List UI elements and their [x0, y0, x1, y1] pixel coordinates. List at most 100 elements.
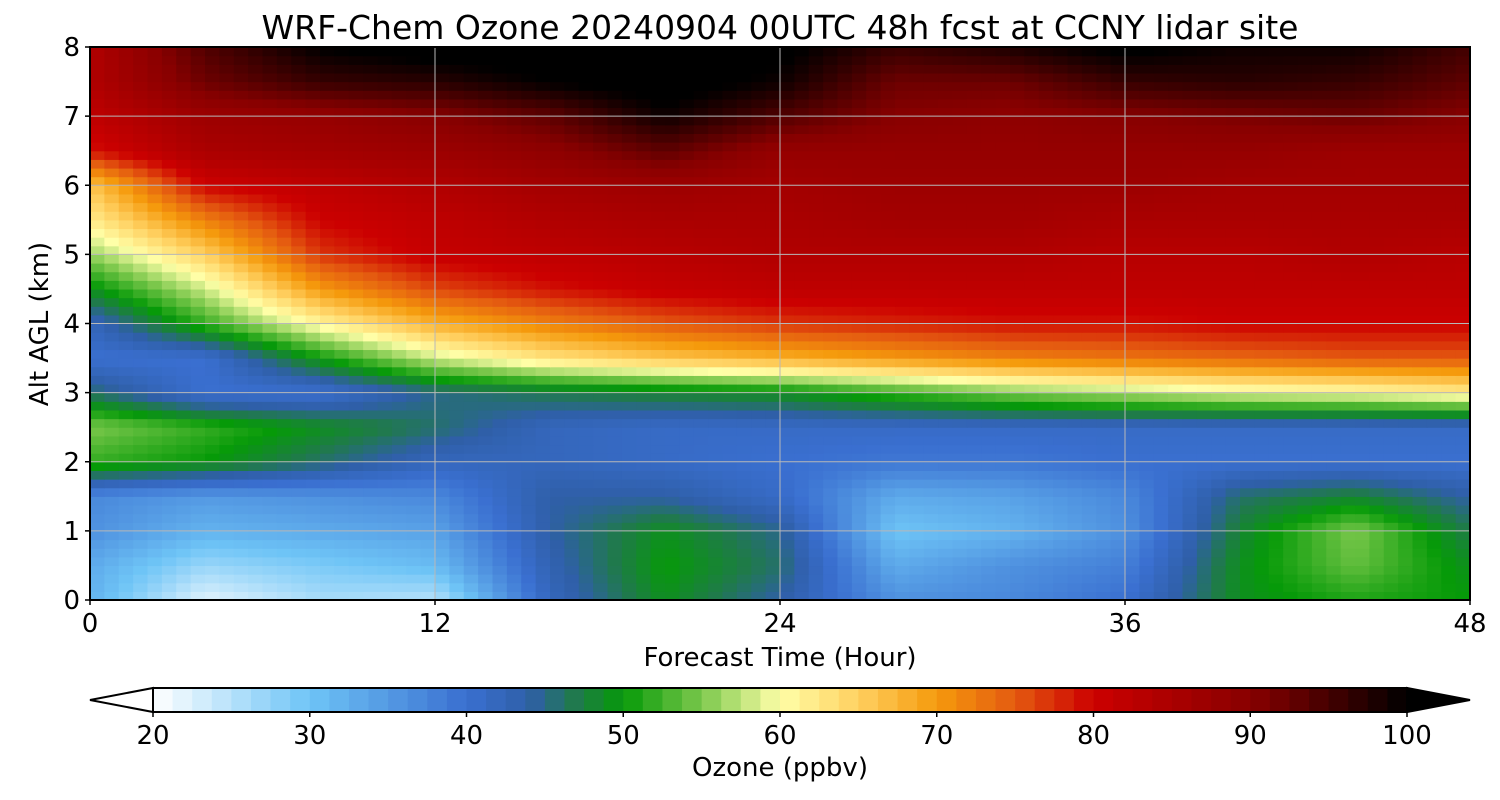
heatmap-cell [463, 159, 479, 169]
heatmap-cell [995, 409, 1011, 420]
heatmap-cell [190, 461, 206, 471]
heatmap-cell [449, 263, 465, 273]
heatmap-cell [1369, 470, 1385, 480]
heatmap-cell [1096, 211, 1112, 221]
heatmap-cell [823, 263, 839, 273]
heatmap-cell [765, 237, 781, 247]
heatmap-cell [636, 444, 652, 454]
heatmap-cell [1096, 332, 1112, 342]
heatmap-cell [1412, 280, 1428, 290]
heatmap-cell [377, 211, 393, 221]
heatmap-cell [1383, 263, 1399, 273]
heatmap-cell [305, 392, 321, 402]
heatmap-cell [291, 513, 307, 523]
heatmap-cell [665, 211, 680, 221]
heatmap-cell [1326, 574, 1342, 584]
heatmap-cell [708, 513, 724, 523]
heatmap-cell [348, 167, 364, 178]
heatmap-cell [391, 392, 407, 402]
heatmap-cell [851, 513, 867, 523]
heatmap-cell [334, 470, 350, 480]
heatmap-cell [679, 159, 695, 169]
heatmap-cell [133, 271, 149, 281]
heatmap-cell [262, 427, 278, 437]
heatmap-cell [751, 530, 767, 541]
heatmap-cell [190, 306, 206, 316]
heatmap-cell [1168, 159, 1184, 169]
heatmap-cell [1254, 435, 1270, 446]
heatmap-cell [233, 427, 249, 437]
heatmap-cell [995, 444, 1011, 454]
heatmap-cell [938, 366, 954, 376]
heatmap-cell [147, 167, 163, 178]
heatmap-cell [1283, 435, 1299, 446]
heatmap-cell [1081, 548, 1097, 558]
heatmap-cell [665, 409, 680, 420]
heatmap-cell [564, 409, 580, 420]
heatmap-cell [621, 167, 637, 178]
heatmap-cell [1053, 461, 1069, 471]
heatmap-cell [765, 340, 781, 351]
heatmap-cell [391, 427, 407, 437]
heatmap-cell [578, 150, 594, 160]
heatmap-cell [435, 444, 450, 454]
heatmap-cell [708, 288, 724, 299]
heatmap-cell [938, 409, 954, 420]
heatmap-cell [1441, 582, 1457, 592]
heatmap-cell [492, 211, 508, 221]
heatmap-cell [808, 487, 824, 497]
heatmap-cell [880, 496, 896, 506]
heatmap-cell [147, 297, 163, 307]
heatmap-cell [995, 461, 1011, 471]
heatmap-cell [966, 271, 982, 281]
heatmap-cell [320, 418, 335, 428]
heatmap-cell [1168, 167, 1184, 178]
heatmap-cell [1110, 254, 1126, 264]
heatmap-cell [1412, 582, 1428, 592]
heatmap-cell [118, 591, 134, 601]
heatmap-cell [276, 548, 292, 558]
heatmap-cell [895, 392, 910, 402]
heatmap-cell [966, 461, 982, 471]
heatmap-cell [794, 219, 810, 230]
heatmap-cell [650, 548, 666, 558]
heatmap-cell [1383, 245, 1399, 255]
heatmap-cell [1297, 358, 1313, 368]
heatmap-cell [1110, 461, 1126, 471]
heatmap-cell [1426, 349, 1442, 359]
heatmap-cell [521, 176, 537, 186]
heatmap-cell [1254, 167, 1270, 178]
heatmap-cell [291, 461, 307, 471]
heatmap-cell [320, 193, 335, 204]
heatmap-cell [593, 435, 609, 446]
heatmap-cell [406, 358, 422, 368]
heatmap-cell [262, 211, 278, 221]
heatmap-cell [176, 271, 192, 281]
heatmap-cell [1311, 297, 1327, 307]
heatmap-cell [276, 539, 292, 549]
heatmap-cell [1383, 479, 1399, 489]
heatmap-cell [607, 332, 623, 342]
heatmap-cell [621, 479, 637, 489]
heatmap-cell [133, 167, 149, 178]
heatmap-cell [693, 418, 709, 428]
heatmap-cell [1125, 530, 1140, 541]
heatmap-cell [995, 435, 1011, 446]
heatmap-cell [880, 323, 896, 333]
heatmap-cell [478, 383, 494, 394]
heatmap-cell [492, 401, 508, 411]
heatmap-cell [564, 237, 580, 247]
heatmap-cell [348, 228, 364, 238]
heatmap-cell [320, 245, 335, 255]
heatmap-cell [233, 470, 249, 480]
heatmap-cell [262, 254, 278, 264]
heatmap-cell [449, 375, 465, 385]
heatmap-cell [981, 556, 997, 567]
heatmap-cell [593, 228, 609, 238]
heatmap-cell [391, 297, 407, 307]
heatmap-cell [1412, 332, 1428, 342]
heatmap-cell [895, 280, 910, 290]
heatmap-cell [1053, 530, 1069, 541]
heatmap-cell [1268, 237, 1284, 247]
heatmap-cell [736, 185, 752, 195]
